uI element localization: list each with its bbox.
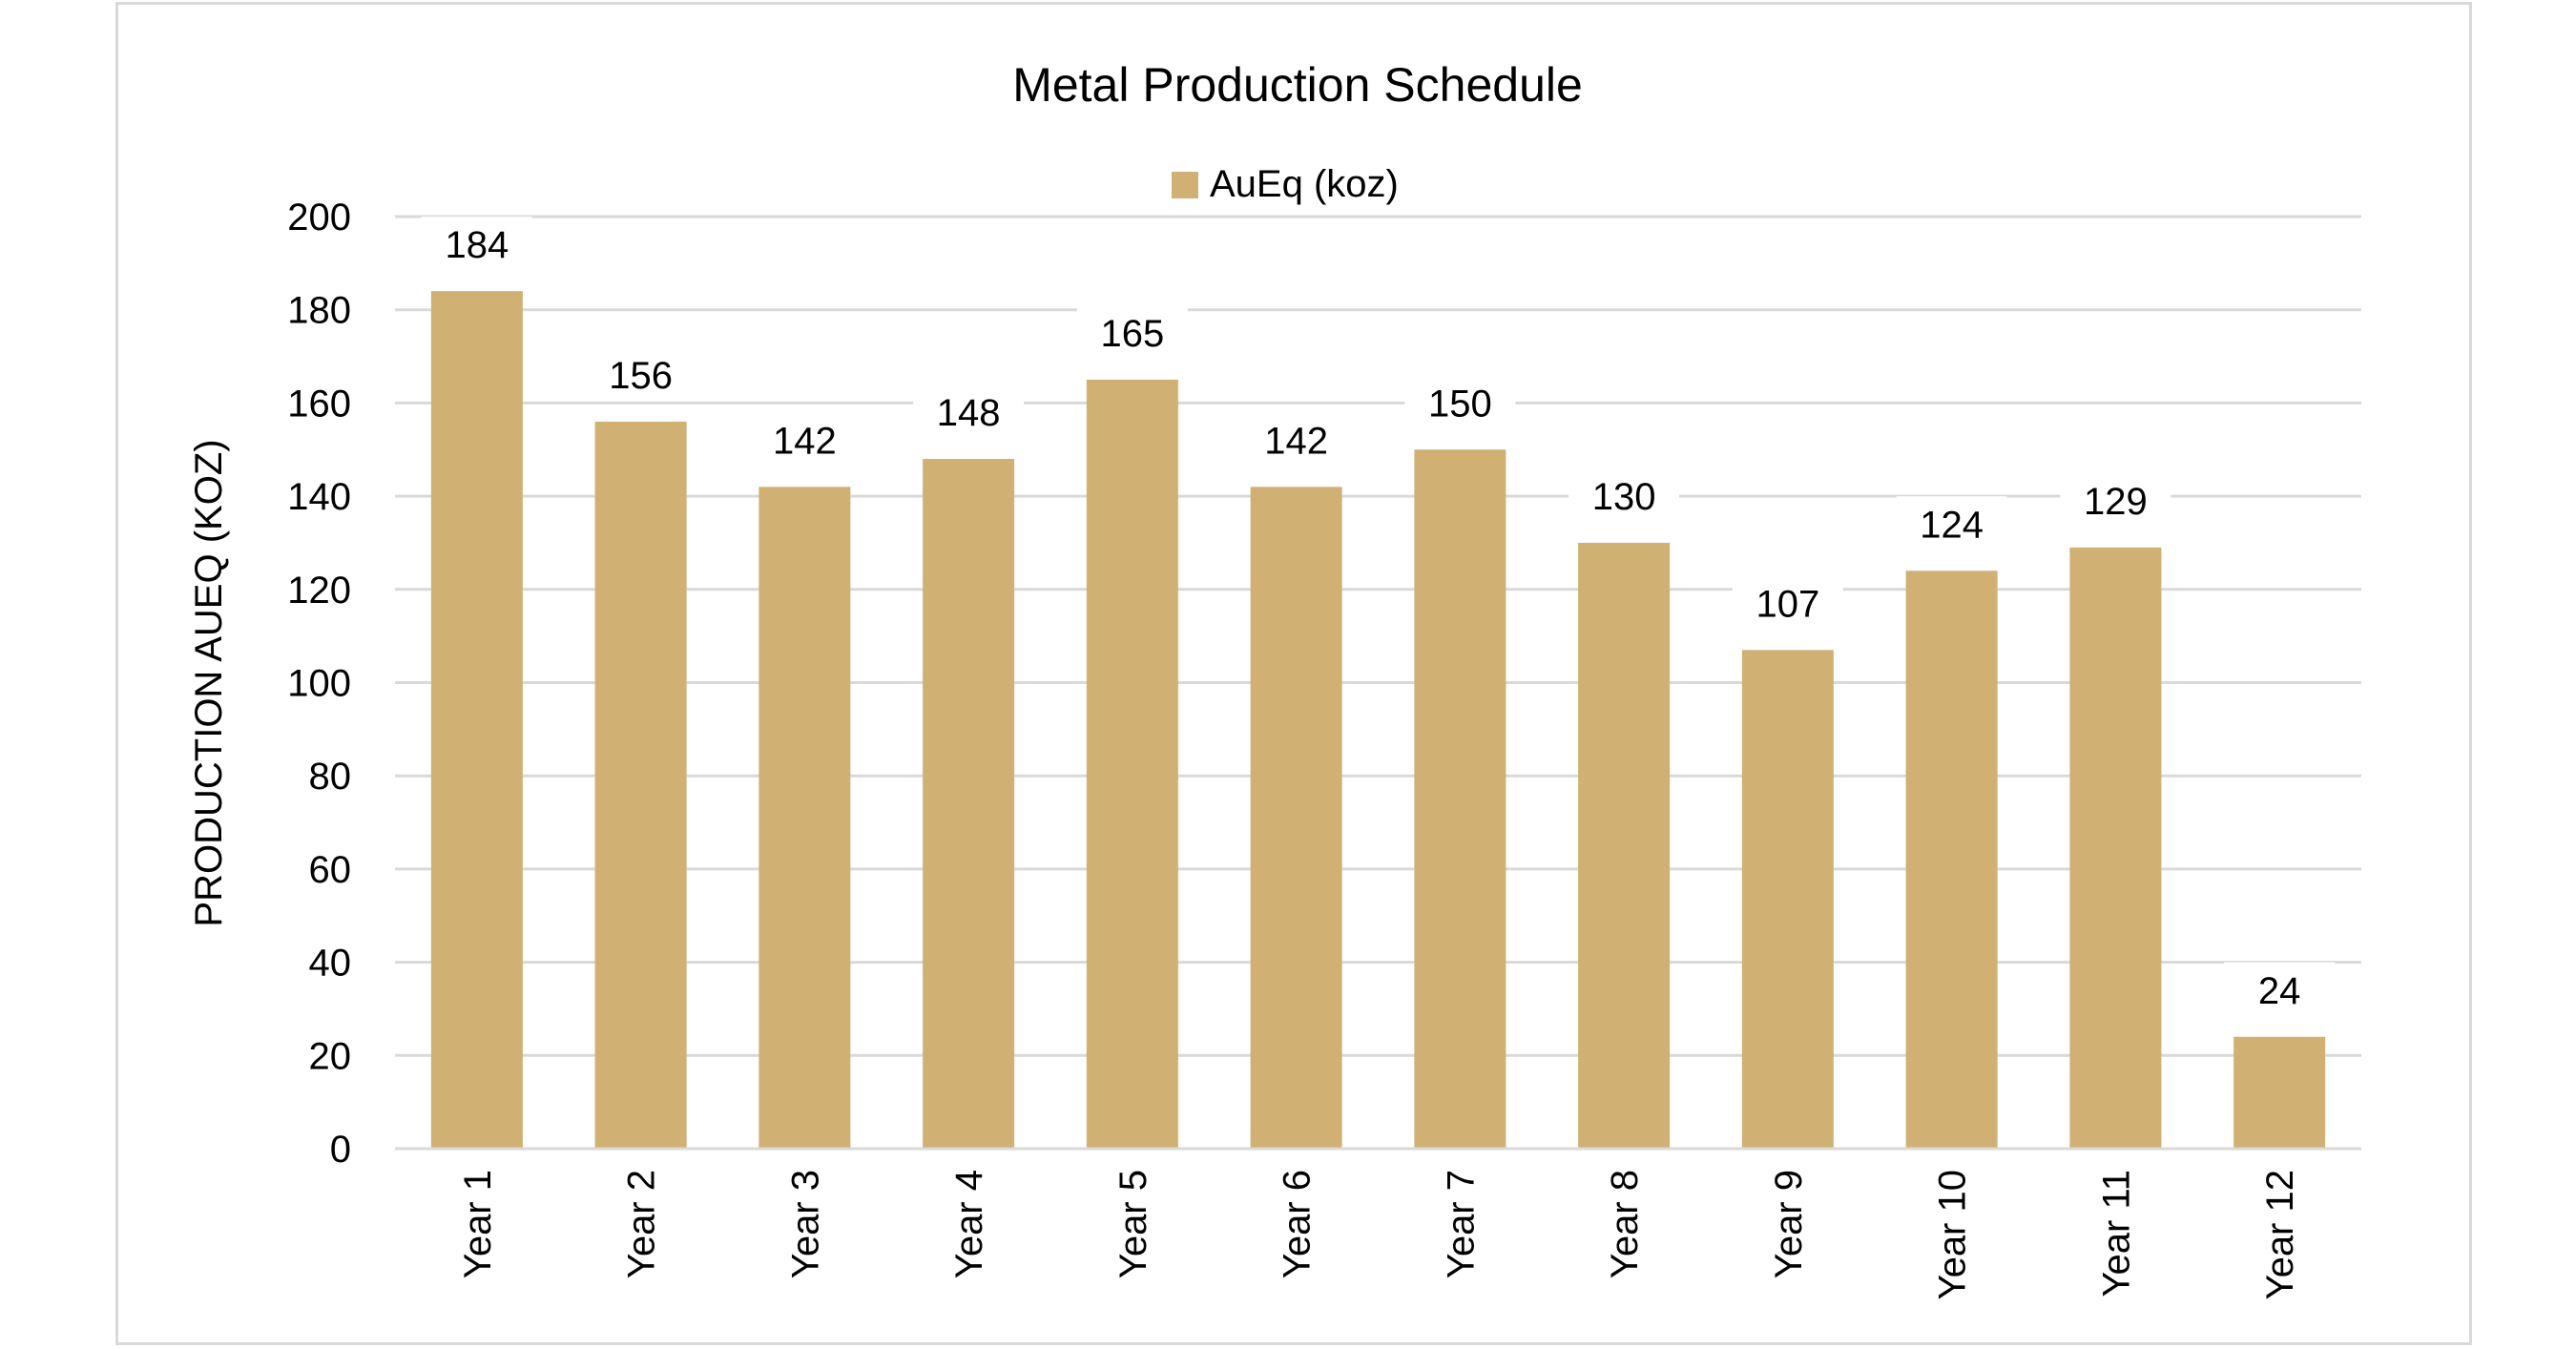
y-tick-label: 20 — [309, 1035, 352, 1077]
y-tick-label: 160 — [287, 383, 351, 425]
bar — [923, 459, 1015, 1149]
data-label: 129 — [2084, 481, 2148, 523]
legend-label: AuEq (koz) — [1210, 163, 1399, 205]
y-tick-label: 0 — [330, 1129, 351, 1171]
data-label-background — [1240, 412, 1352, 467]
data-label-background — [2060, 472, 2171, 527]
data-label: 184 — [446, 224, 509, 266]
chart-title: Metal Production Schedule — [1012, 58, 1583, 112]
bar — [1250, 487, 1342, 1150]
data-label: 24 — [2258, 970, 2301, 1012]
legend-swatch — [1172, 172, 1198, 198]
x-tick-label: Year 12 — [2259, 1170, 2301, 1299]
data-label-background — [2224, 962, 2336, 1016]
x-tick-label: Year 6 — [1277, 1170, 1319, 1278]
bar — [2233, 1036, 2326, 1149]
data-label-background — [1076, 304, 1188, 359]
data-label: 142 — [773, 420, 837, 462]
data-label-background — [421, 217, 532, 271]
x-tick-label: Year 3 — [784, 1170, 826, 1278]
bar — [2069, 547, 2162, 1149]
y-tick-label: 120 — [287, 570, 351, 612]
bar — [1578, 542, 1671, 1149]
data-label: 148 — [937, 392, 1001, 434]
data-label: 150 — [1428, 383, 1492, 425]
data-label-background — [1732, 575, 1843, 630]
y-tick-label: 200 — [287, 197, 351, 239]
bar — [1905, 571, 1998, 1149]
data-label: 165 — [1101, 313, 1165, 355]
x-tick-label: Year 5 — [1112, 1170, 1154, 1278]
data-label-background — [1896, 496, 2007, 550]
data-label: 107 — [1756, 583, 1820, 625]
bar — [1414, 449, 1506, 1149]
y-tick-label: 100 — [287, 663, 351, 705]
chart-frame — [115, 2, 2472, 1345]
x-tick-label: Year 2 — [621, 1170, 663, 1278]
y-tick-label: 60 — [309, 849, 352, 891]
data-label-background — [1568, 467, 1680, 522]
y-tick-label: 180 — [287, 290, 351, 332]
bar — [430, 291, 523, 1149]
data-label: 130 — [1592, 476, 1656, 518]
x-tick-label: Year 10 — [1932, 1170, 1974, 1299]
y-axis-label: PRODUCTION AUEQ (KOZ) — [188, 439, 230, 926]
data-label: 142 — [1264, 420, 1328, 462]
data-label-background — [749, 412, 861, 467]
x-tick-label: Year 9 — [1768, 1170, 1810, 1278]
data-label: 156 — [609, 355, 673, 397]
bar — [1086, 379, 1178, 1150]
y-tick-label: 80 — [309, 756, 352, 798]
data-label: 124 — [1920, 504, 1984, 546]
y-tick-label: 40 — [309, 943, 352, 985]
bar — [594, 421, 687, 1149]
x-tick-label: Year 8 — [1604, 1170, 1646, 1278]
data-label-background — [585, 346, 696, 401]
x-tick-label: Year 11 — [2095, 1170, 2137, 1297]
x-tick-label: Year 4 — [948, 1170, 990, 1278]
data-label-background — [1404, 375, 1516, 429]
x-tick-label: Year 7 — [1440, 1170, 1482, 1278]
x-tick-label: Year 1 — [457, 1170, 499, 1278]
y-tick-label: 140 — [287, 476, 351, 518]
bar — [758, 487, 851, 1150]
data-label-background — [913, 384, 1025, 439]
bar — [1741, 650, 1834, 1149]
